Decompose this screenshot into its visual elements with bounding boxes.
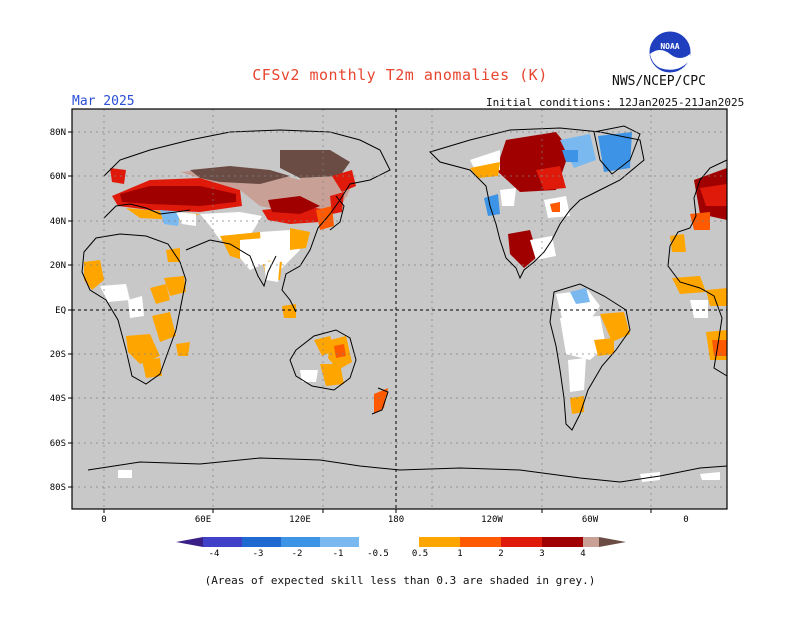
legend-swatch [583,537,599,547]
lat-label: 20S [50,350,66,360]
legend-swatch [320,537,359,547]
map-background [72,109,727,509]
legend-swatch [359,537,419,547]
agency-label: NWS/NCEP/CPC [612,74,706,89]
legend-swatch [281,537,320,547]
map-frame [71,108,728,510]
lat-label: EQ [55,306,66,316]
lon-label: 120E [289,515,311,525]
legend-swatch [242,537,281,547]
legend-label: -2 [292,549,303,559]
anomaly-patches [84,132,727,482]
legend-swatch [460,537,501,547]
legend-labels: -4 -3 -2 -1 -0.5 0.5 1 2 3 4 [209,549,586,559]
legend-label: 3 [539,549,544,559]
legend-label: 2 [498,549,503,559]
legend-label: 0.5 [412,549,428,559]
lat-label: 60N [50,172,66,182]
legend-arrow-low [176,537,203,547]
chart-title: CFSv2 monthly T2m anomalies (K) [252,66,548,84]
lat-label: 40S [50,394,66,404]
reference-lines [72,109,727,509]
lon-label: 180 [388,515,404,525]
longitude-labels: 0 60E 120E 180 120W 60W 0 [101,515,688,525]
legend-swatch [542,537,583,547]
latitude-labels: 80N 60N 40N 20N EQ 20S 40S 60S 80S [50,128,66,493]
logo-text: NOAA [660,42,679,51]
legend-label: 4 [580,549,585,559]
tick-marks [68,131,652,513]
lat-label: 60S [50,439,66,449]
lon-label: 60E [195,515,211,525]
noaa-logo: NOAA [648,30,692,74]
legend-label: -0.5 [367,549,389,559]
lon-label: 0 [683,515,688,525]
lat-label: 40N [50,217,66,227]
legend-swatch [501,537,542,547]
legend-swatch [419,537,460,547]
lon-label: 60W [582,515,599,525]
legend-label: -3 [253,549,264,559]
color-legend [176,537,626,547]
legend-label: -1 [333,549,344,559]
skill-footnote: (Areas of expected skill less than 0.3 a… [204,574,596,587]
lat-label: 80N [50,128,66,138]
legend-arrow-high [599,537,626,547]
legend-swatch [203,537,242,547]
initial-conditions: Initial conditions: 12Jan2025-21Jan2025 [486,96,745,109]
forecast-month: Mar 2025 [72,94,135,109]
lon-label: 0 [101,515,106,525]
lon-label: 120W [481,515,503,525]
coastlines [81,125,728,483]
legend-label: -4 [209,549,220,559]
legend-label: 1 [457,549,462,559]
lat-label: 20N [50,261,66,271]
lat-label: 80S [50,483,66,493]
graticule [72,109,727,509]
